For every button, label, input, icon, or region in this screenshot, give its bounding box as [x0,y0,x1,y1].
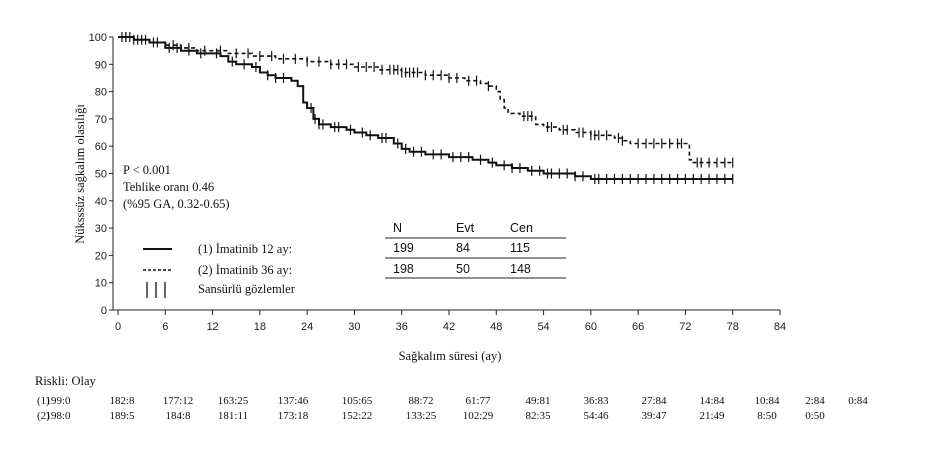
x-tick-label: 72 [679,321,691,333]
y-tick-label: 70 [95,114,107,126]
survival-curves [118,32,734,184]
hazard-ratio-annotation: Tehlike oranı 0.46 [123,180,214,194]
table-header-n: N [393,221,402,235]
y-tick-label: 80 [95,87,107,99]
table-header-cen: Cen [510,221,533,235]
series-line-2 [118,36,733,164]
legend-label-3: Sansürlü gözlemler [198,282,296,296]
risk-value: 173:18 [278,410,309,422]
risk-row-label: (1) [37,395,50,407]
risk-value: 61:77 [465,395,491,407]
y-tick-label: 50 [95,169,107,181]
risk-value: 39:47 [641,410,667,422]
x-tick-label: 18 [254,321,266,333]
x-tick-label: 0 [115,321,121,333]
x-tick-label: 48 [490,321,502,333]
x-tick-label: 84 [774,321,786,333]
x-tick-label: 54 [537,321,549,333]
risk-value: 177:12 [163,395,194,407]
risk-values: 199:0 182:8 177:12 163:25 137:46 105:65 88:72 6… [45,395,868,422]
x-tick-label: 42 [443,321,455,333]
table-cell: 198 [393,262,414,276]
table-cell: 115 [510,241,530,255]
y-tick-label: 40 [95,196,107,208]
y-tick-label: 100 [89,32,107,44]
risk-value: 182:8 [109,395,135,407]
y-tick-label: 90 [95,59,107,71]
table-cell: 84 [456,241,470,255]
risk-value: 88:72 [408,395,433,407]
risk-value: 184:8 [165,410,191,422]
y-tick-label: 60 [95,141,107,153]
x-tick-label: 30 [348,321,360,333]
x-tick-label: 36 [396,321,408,333]
x-tick-label: 78 [727,321,739,333]
risk-value: 0:50 [805,410,825,422]
risk-table-title: Riskli: Olay [35,374,97,388]
risk-value: 2:84 [805,395,825,407]
risk-value: 152:22 [342,410,373,422]
risk-value: 133:25 [406,410,437,422]
risk-value: 54:46 [583,410,609,422]
x-tick-label: 60 [585,321,597,333]
table-cell: 199 [393,241,414,255]
x-tick-label: 12 [206,321,218,333]
risk-value: 137:46 [278,395,309,407]
legend: (1) İmatinib 12 ay: (2) İmatinib 36 ay: … [143,242,296,298]
risk-value: 0:84 [848,395,868,407]
y-tick-label: 0 [101,305,107,317]
x-ticks: 0 6 12 18 24 30 36 42 48 54 60 66 72 78 84 [115,310,786,333]
table-header-evt: Evt [456,221,475,235]
y-tick-label: 30 [95,223,107,235]
table-cell: 50 [456,262,470,276]
summary-table: N Evt Cen 199 84 115 198 50 148 [385,221,566,279]
risk-value: 189:5 [109,410,135,422]
risk-value: 199:0 [45,395,71,407]
series-line-1 [118,36,733,180]
risk-value: 36:83 [583,395,609,407]
x-tick-label: 6 [162,321,168,333]
table-cell: 148 [510,262,531,276]
p-value-annotation: P < 0.001 [123,163,171,177]
risk-value: 82:35 [525,410,551,422]
risk-value: 105:65 [342,395,373,407]
y-ticks: 0 10 20 30 40 50 60 70 80 90 100 [89,32,113,317]
risk-value: 102:29 [463,410,494,422]
y-tick-label: 10 [95,278,107,290]
legend-label-1: (1) İmatinib 12 ay: [198,242,292,256]
x-tick-label: 66 [632,321,644,333]
legend-label-2: (2) İmatinib 36 ay: [198,263,292,277]
risk-value: 198:0 [45,410,71,422]
risk-value: 163:25 [218,395,249,407]
risk-value: 49:81 [525,395,550,407]
risk-row-label: (2) [37,410,50,422]
x-axis-label: Sağkalım süresi (ay) [399,349,502,363]
risk-value: 10:84 [754,395,780,407]
y-tick-label: 20 [95,250,107,262]
risk-value: 8:50 [757,410,777,422]
risk-value: 181:11 [218,410,248,422]
ci-annotation: (%95 GA, 0.32-0.65) [123,197,230,211]
y-axis-label: Nüksssüz sağkalım olasılığı [73,104,87,244]
risk-value: 21:49 [699,410,725,422]
risk-value: 14:84 [699,395,725,407]
x-tick-label: 24 [301,321,313,333]
risk-value: 27:84 [641,395,667,407]
